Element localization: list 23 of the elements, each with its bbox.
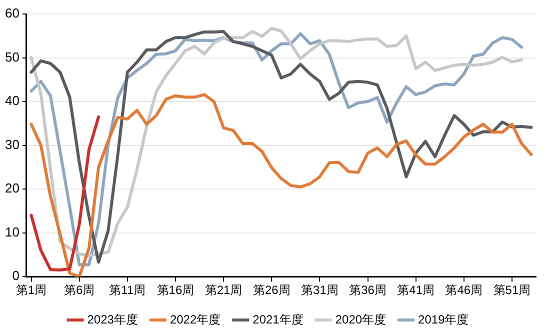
y-tick-label: 0 xyxy=(12,268,20,284)
x-tick-label: 第31周 xyxy=(301,283,338,298)
x-tick-label: 第16周 xyxy=(156,283,194,298)
x-tick-label: 第41周 xyxy=(397,283,435,298)
x-tick-label: 第36周 xyxy=(349,283,386,298)
x-tick-label: 第51周 xyxy=(493,283,531,298)
y-tick-label: 30 xyxy=(4,136,20,152)
legend-label: 2021年度 xyxy=(252,312,304,326)
y-tick-label: 50 xyxy=(4,49,20,64)
y-tick-label: 20 xyxy=(4,180,20,196)
x-tick-label: 第21周 xyxy=(204,283,242,298)
legend-label: 2023年度 xyxy=(87,312,138,326)
legend-label: 2020年度 xyxy=(335,312,386,326)
legend-label: 2022年度 xyxy=(170,312,221,326)
x-tick-label: 第6周 xyxy=(64,283,95,298)
y-tick-label: 40 xyxy=(4,93,20,108)
x-tick-label: 第26周 xyxy=(252,283,290,298)
y-tick-label: 10 xyxy=(4,224,20,240)
x-tick-label: 第1周 xyxy=(16,283,47,298)
x-tick-label: 第46周 xyxy=(445,283,483,298)
y-tick-label: 60 xyxy=(4,6,20,21)
legend-label: 2019年度 xyxy=(418,312,469,326)
x-tick-label: 第11周 xyxy=(109,283,146,298)
